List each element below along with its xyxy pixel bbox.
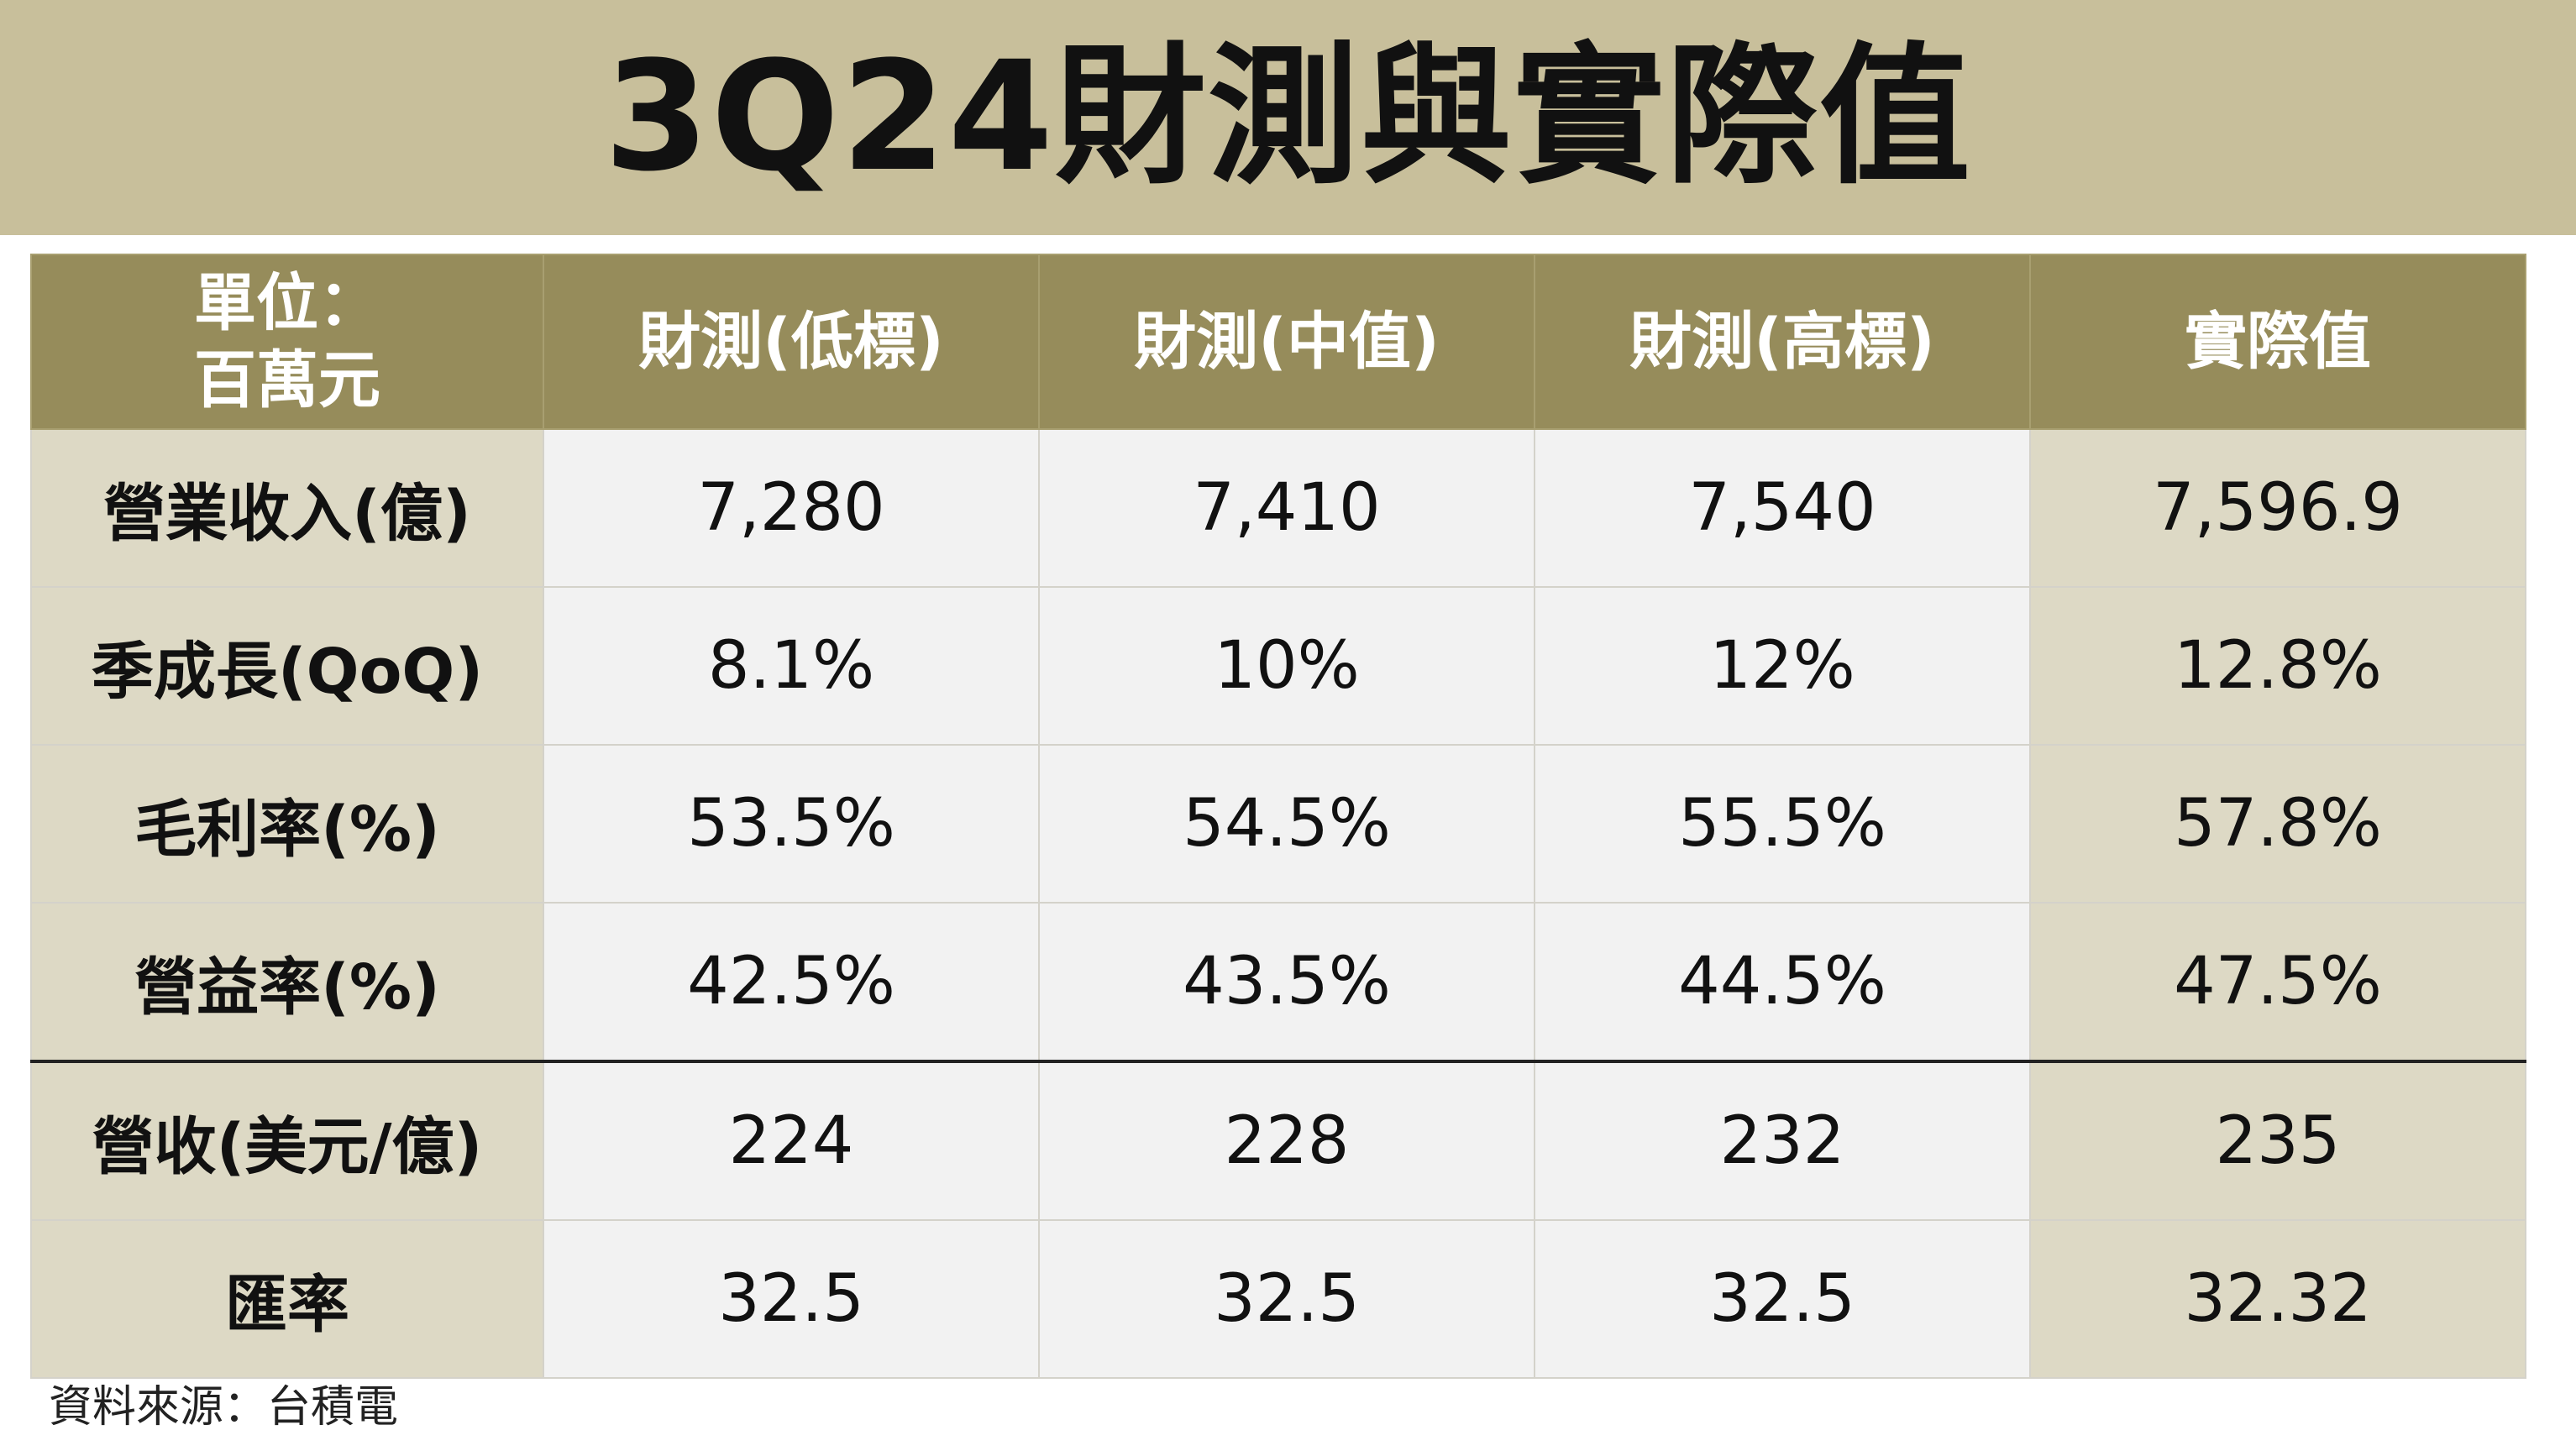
row-label: 季成長(QoQ)	[30, 586, 544, 746]
value-cell: 10%	[1038, 586, 1535, 746]
value-cell: 42.5%	[543, 902, 1040, 1062]
row-label: 營益率(%)	[30, 902, 544, 1062]
table-row-revenue: 營業收入(億) 7,280 7,410 7,540 7,596.9	[30, 428, 2526, 588]
value-cell: 232	[1534, 1060, 2031, 1221]
value-cell: 224	[543, 1060, 1040, 1221]
value-cell: 7,540	[1534, 428, 2031, 588]
value-cell: 8.1%	[543, 586, 1040, 746]
row-label: 營收(美元/億)	[30, 1060, 544, 1221]
source-note: 資料來源：台積電	[49, 1382, 399, 1433]
value-cell: 32.5	[543, 1219, 1040, 1379]
column-header-mid: 財測(中值)	[1038, 254, 1535, 430]
page-title: 3Q24財測與實際值	[604, 29, 1972, 205]
table-row-operating-margin: 營益率(%) 42.5% 43.5% 44.5% 47.5%	[30, 902, 2526, 1062]
actual-value-cell: 47.5%	[2029, 902, 2526, 1062]
value-cell: 44.5%	[1534, 902, 2031, 1062]
actual-value-cell: 57.8%	[2029, 744, 2526, 904]
unit-label: 單位：	[194, 266, 380, 339]
forecast-vs-actual-table: 單位： 百萬元 財測(低標) 財測(中值) 財測(高標) 實際值 營業收入(億)…	[30, 254, 2526, 1379]
value-cell: 32.5	[1038, 1219, 1535, 1379]
value-cell: 12%	[1534, 586, 2031, 746]
table-row-gross-margin: 毛利率(%) 53.5% 54.5% 55.5% 57.8%	[30, 744, 2526, 904]
row-label: 毛利率(%)	[30, 744, 544, 904]
value-cell: 228	[1038, 1060, 1535, 1221]
unit-value: 百萬元	[194, 344, 380, 416]
row-label: 匯率	[30, 1219, 544, 1379]
unit-header-cell: 單位： 百萬元	[30, 254, 544, 430]
value-cell: 7,410	[1038, 428, 1535, 588]
forecast-table-container: 單位： 百萬元 財測(低標) 財測(中值) 財測(高標) 實際值 營業收入(億)…	[30, 254, 2526, 1379]
title-banner: 3Q24財測與實際值	[0, 0, 2576, 235]
row-label: 營業收入(億)	[30, 428, 544, 588]
table-row-qoq: 季成長(QoQ) 8.1% 10% 12% 12.8%	[30, 586, 2526, 746]
value-cell: 7,280	[543, 428, 1040, 588]
table-row-revenue-usd: 營收(美元/億) 224 228 232 235	[30, 1060, 2526, 1221]
table-header-row: 單位： 百萬元 財測(低標) 財測(中值) 財測(高標) 實際值	[30, 254, 2526, 430]
actual-value-cell: 12.8%	[2029, 586, 2526, 746]
table-row-exchange-rate: 匯率 32.5 32.5 32.5 32.32	[30, 1219, 2526, 1379]
actual-value-cell: 32.32	[2029, 1219, 2526, 1379]
value-cell: 54.5%	[1038, 744, 1535, 904]
value-cell: 43.5%	[1038, 902, 1535, 1062]
column-header-actual: 實際值	[2029, 254, 2526, 430]
value-cell: 55.5%	[1534, 744, 2031, 904]
column-header-high: 財測(高標)	[1534, 254, 2031, 430]
actual-value-cell: 7,596.9	[2029, 428, 2526, 588]
value-cell: 53.5%	[543, 744, 1040, 904]
actual-value-cell: 235	[2029, 1060, 2526, 1221]
value-cell: 32.5	[1534, 1219, 2031, 1379]
column-header-low: 財測(低標)	[543, 254, 1040, 430]
